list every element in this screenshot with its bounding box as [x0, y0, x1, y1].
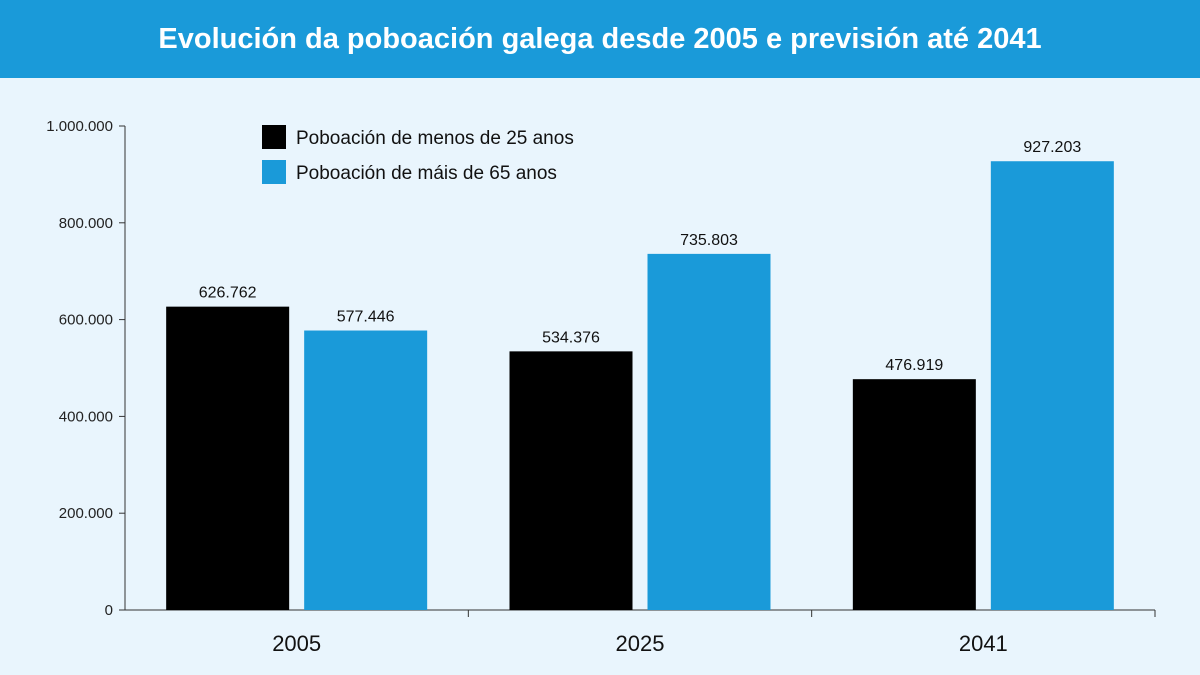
- bar: [990, 161, 1114, 610]
- x-category-label: 2025: [616, 631, 665, 656]
- legend-swatch: [262, 125, 286, 149]
- bar-value-label: 735.803: [680, 232, 738, 249]
- bar: [304, 330, 428, 610]
- bar-value-label: 534.376: [542, 329, 600, 346]
- y-tick-label: 200.000: [59, 505, 113, 522]
- bar: [509, 351, 633, 610]
- y-tick-label: 0: [105, 602, 113, 619]
- bar: [647, 253, 771, 611]
- bar-value-label: 476.919: [885, 357, 943, 374]
- bar-value-label: 927.203: [1023, 139, 1081, 156]
- y-tick-label: 600.000: [59, 312, 113, 329]
- legend-label: Poboación de máis de 65 anos: [296, 163, 557, 184]
- chart-title: Evolución da poboación galega desde 2005…: [158, 22, 1042, 55]
- legend-label: Poboación de menos de 25 anos: [296, 128, 574, 149]
- x-category-label: 2041: [959, 631, 1008, 656]
- y-tick-label: 400.000: [59, 408, 113, 425]
- bar-value-label: 626.762: [199, 285, 257, 302]
- bars: 626.762 577.446 534.376 735.803 476.919 927.2…: [166, 139, 1114, 611]
- bar: [166, 306, 290, 610]
- bar: [852, 379, 976, 610]
- y-axis: 0 200.000 400.000 600.000 800.000 1.000.000: [46, 118, 126, 619]
- chart-header: Evolución da poboación galega desde 2005…: [0, 0, 1200, 78]
- legend: Poboación de menos de 25 anos Poboación d…: [262, 125, 574, 184]
- bar-value-label: 577.446: [337, 309, 395, 326]
- y-tick-label: 800.000: [59, 215, 113, 232]
- y-tick-label: 1.000.000: [46, 118, 113, 135]
- legend-swatch: [262, 160, 286, 184]
- x-category-label: 2005: [272, 631, 321, 656]
- bar-chart: 0 200.000 400.000 600.000 800.000 1.000.000 2…: [46, 118, 1156, 656]
- x-axis: 2005 2025 2041: [125, 609, 1156, 656]
